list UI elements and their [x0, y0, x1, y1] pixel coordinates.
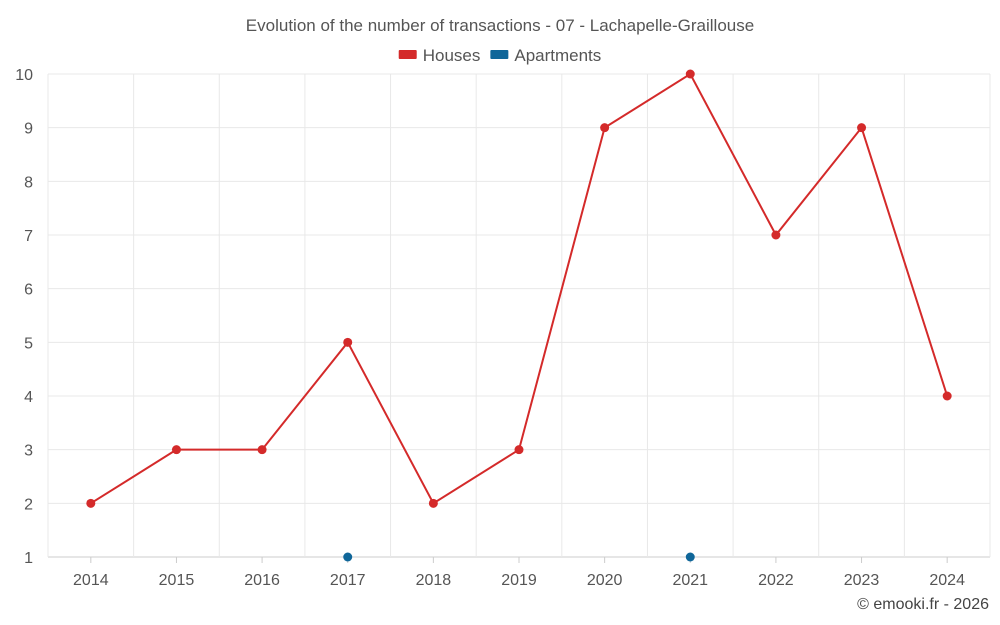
x-tick-label: 2018	[416, 572, 452, 589]
x-tick-label: 2022	[758, 572, 794, 589]
x-tick-label: 2020	[587, 572, 623, 589]
legend-swatch	[398, 50, 417, 59]
y-tick-label: 2	[24, 496, 33, 513]
data-point-houses	[771, 230, 781, 240]
legend-item-houses[interactable]: Houses	[398, 46, 481, 65]
data-point-houses	[86, 498, 96, 508]
y-tick-label: 6	[24, 282, 33, 299]
y-tick-label: 10	[15, 67, 33, 84]
data-point-houses	[942, 391, 952, 401]
x-tick-label: 2015	[159, 572, 195, 589]
y-tick-label: 4	[24, 389, 33, 406]
y-tick-label: 7	[24, 228, 33, 245]
y-tick-label: 9	[24, 121, 33, 138]
x-tick-label: 2016	[244, 572, 280, 589]
legend-label: Apartments	[514, 46, 601, 65]
y-tick-label: 5	[24, 335, 33, 352]
legend-label: Houses	[423, 46, 481, 65]
data-point-houses	[343, 337, 353, 347]
data-point-houses	[514, 445, 524, 455]
grid	[47, 73, 991, 558]
x-tick-label: 2021	[672, 572, 708, 589]
data-point-houses	[257, 445, 267, 455]
legend: Houses Apartments	[398, 46, 601, 65]
data-point-houses	[171, 445, 181, 455]
y-tick-label: 1	[24, 550, 33, 567]
y-tick-label: 3	[24, 443, 33, 460]
data-point-houses	[857, 123, 867, 133]
x-tick-label: 2019	[501, 572, 537, 589]
credit-text: © emooki.fr - 2026	[857, 596, 989, 613]
data-point-houses	[600, 123, 610, 133]
data-point-houses	[428, 498, 438, 508]
x-tick-label: 2024	[929, 572, 965, 589]
x-tick-label: 2014	[73, 572, 109, 589]
y-tick-label: 8	[24, 174, 33, 191]
data-point-houses	[685, 69, 695, 79]
x-tick-label: 2017	[330, 572, 366, 589]
x-tick-label: 2023	[844, 572, 880, 589]
x-axis: 2014 2015 2016 2017 2018 2019 2020 2021 2022 2023…	[73, 557, 965, 589]
legend-swatch	[490, 50, 509, 59]
series-layer	[86, 69, 952, 562]
y-axis: 1 2 3 4 5 6 7 8 9 10	[15, 67, 33, 567]
legend-item-apartments[interactable]: Apartments	[490, 46, 601, 65]
chart-title: Evolution of the number of transactions …	[246, 16, 754, 35]
data-point-apartments	[343, 552, 353, 562]
data-point-apartments	[685, 552, 695, 562]
